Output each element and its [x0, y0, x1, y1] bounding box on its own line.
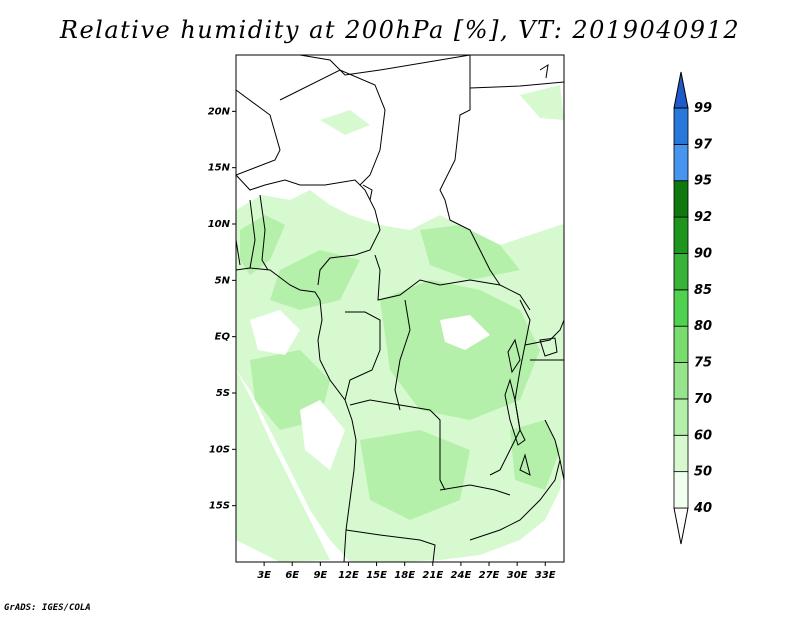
chart-title: Relative humidity at 200hPa [%], VT: 201…	[59, 16, 741, 44]
lon-tick-label: 9E	[313, 570, 327, 581]
border	[469, 459, 561, 541]
border	[345, 529, 436, 562]
border	[249, 199, 256, 269]
colorbar-label: 60	[694, 428, 712, 443]
lon-tick-label: 15E	[366, 570, 387, 581]
humidity-area	[250, 310, 300, 355]
lon-tick-label: 18E	[394, 570, 415, 581]
border	[279, 69, 386, 186]
colorbar-swatch	[673, 325, 689, 363]
lon-tick-label: 30E	[507, 570, 528, 581]
colorbar-label: 85	[694, 283, 712, 298]
lat-tick-label: 5N	[215, 275, 231, 286]
colorbar-label: 97	[694, 137, 713, 152]
colorbar-label: 80	[694, 319, 712, 334]
border	[374, 254, 501, 301]
border	[236, 55, 471, 76]
border	[236, 89, 281, 176]
humidity-area	[440, 315, 490, 350]
grads-credit: GrADS: IGES/COLA	[4, 603, 91, 613]
humidity-area	[380, 280, 540, 420]
humidity-area	[420, 225, 520, 280]
humidity-area	[360, 430, 470, 520]
lon-tick-label: 21E	[422, 570, 443, 581]
lon-tick-label: 6E	[285, 570, 299, 581]
colorbar-swatch	[673, 362, 689, 400]
border	[544, 419, 564, 481]
colorbar-swatch	[673, 253, 689, 291]
humidity-area	[270, 250, 360, 310]
lake-outline	[504, 378, 526, 446]
humidity-shading	[236, 85, 564, 562]
lon-tick-label: 12E	[338, 570, 359, 581]
border	[524, 319, 564, 346]
humidity-area	[236, 370, 330, 562]
colorbar-swatch	[673, 180, 689, 218]
colorbar-label: 40	[693, 501, 712, 516]
country-borders	[236, 55, 564, 562]
colorbar-label: 70	[694, 392, 712, 407]
colorbar-low-end	[673, 507, 689, 545]
border	[439, 55, 471, 201]
border	[439, 484, 511, 496]
colorbar-high-end	[673, 71, 689, 109]
lon-tick-label: 3E	[257, 570, 271, 581]
colorbar-label: 92	[694, 210, 712, 225]
lat-tick-label: 20N	[208, 106, 231, 117]
lake-outline	[507, 338, 521, 374]
humidity-area	[320, 110, 370, 135]
border	[362, 184, 373, 201]
colorbar-label: 90	[694, 246, 712, 261]
humidity-area	[510, 420, 560, 490]
lat-tick-label: EQ	[215, 332, 231, 343]
lat-tick-label: 10N	[208, 219, 231, 230]
colorbar-label: 99	[694, 101, 712, 116]
border	[349, 399, 446, 491]
lon-tick-label: 27E	[479, 570, 500, 581]
colorbar-legend: 40 50 60 70 75 80 85 90 92 95 97 99	[673, 71, 713, 545]
lake-outline	[539, 337, 558, 357]
border	[259, 194, 269, 271]
lon-tick-label: 33E	[535, 570, 556, 581]
lat-tick-label: 15S	[209, 501, 230, 512]
colorbar-swatch	[673, 143, 689, 182]
lake-outline	[519, 453, 531, 476]
border	[236, 239, 241, 266]
colorbar-swatch	[673, 434, 689, 473]
colorbar-swatch	[673, 107, 689, 145]
border	[344, 311, 381, 401]
lon-tick-label: 24E	[451, 570, 472, 581]
coastline	[539, 63, 549, 79]
colorbar-label: 50	[694, 465, 712, 480]
colorbar-swatch	[673, 471, 689, 509]
border	[469, 81, 564, 89]
lat-tick-label: 15N	[208, 163, 231, 174]
colorbar-swatch	[673, 289, 689, 327]
latitude-axis: 20N 15N 10N 5N EQ 5S 10S 15S	[208, 106, 236, 512]
lat-tick-label: 5S	[216, 388, 230, 399]
border	[444, 199, 531, 311]
colorbar-label: 75	[694, 356, 712, 371]
map-frame	[235, 54, 565, 563]
colorbar-swatch	[673, 398, 689, 436]
colorbar-label: 95	[694, 174, 712, 189]
border	[394, 299, 411, 411]
colorbar-swatch	[673, 216, 689, 254]
longitude-axis: 3E 6E 9E 12E 15E 18E 21E 24E 27E 30E 33E	[257, 562, 556, 581]
coastline	[236, 267, 357, 562]
humidity-area	[300, 400, 345, 470]
humidity-area	[520, 85, 564, 120]
lat-tick-label: 10S	[209, 444, 230, 455]
border	[236, 174, 381, 286]
